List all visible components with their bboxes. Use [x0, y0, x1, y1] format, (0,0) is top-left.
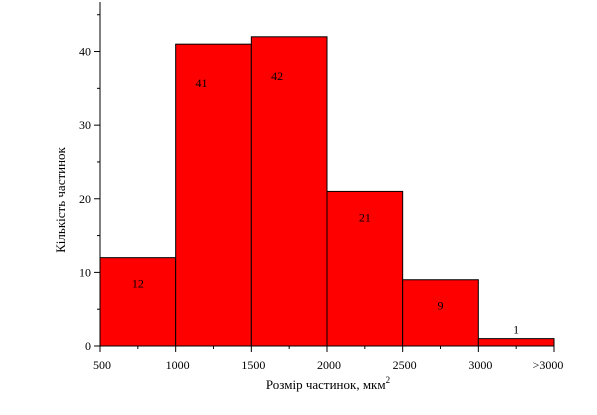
bar-value-label: 41: [196, 76, 208, 90]
y-axis-ticks: 0 10 20 30 40: [79, 14, 100, 353]
bar-value-label: 42: [271, 69, 283, 83]
bars-group: [99, 36, 555, 347]
bar-labels-group: 12 41 42 21 9 1: [132, 69, 519, 337]
y-tick-label: 0: [85, 339, 91, 353]
x-tick-label: 1000: [166, 358, 190, 372]
histogram-bar: [175, 43, 252, 347]
histogram-bar: [477, 338, 555, 347]
histogram-bar: [326, 190, 404, 347]
x-tick-label: >3000: [533, 358, 564, 372]
x-tick-label: 3000: [468, 358, 492, 372]
x-axis-title-superscript: 2: [386, 375, 391, 385]
y-tick-label: 10: [79, 265, 91, 279]
y-tick-label: 40: [79, 45, 91, 59]
bar-value-label: 12: [132, 277, 144, 291]
bar-value-label: 1: [513, 323, 519, 337]
x-axis-ticks: 500 1000 1500 2000 2500 3000 >3000: [93, 346, 563, 372]
x-tick-label: 2500: [393, 358, 417, 372]
histogram-bar: [99, 257, 177, 347]
x-tick-label: 500: [93, 358, 111, 372]
y-tick-label: 30: [79, 118, 91, 132]
x-axis-title-text: Розмір частинок, мкм: [266, 377, 386, 392]
histogram-bar: [402, 279, 479, 347]
y-axis-title: Кількість частинок: [53, 146, 68, 252]
y-tick-label: 20: [79, 192, 91, 206]
bar-value-label: 9: [438, 299, 444, 313]
x-tick-label: 2000: [317, 358, 341, 372]
bar-value-label: 21: [359, 210, 371, 224]
x-axis-title: Розмір частинок, мкм2: [266, 375, 390, 392]
x-tick-label: 1500: [241, 358, 265, 372]
histogram-bar: [250, 36, 328, 347]
